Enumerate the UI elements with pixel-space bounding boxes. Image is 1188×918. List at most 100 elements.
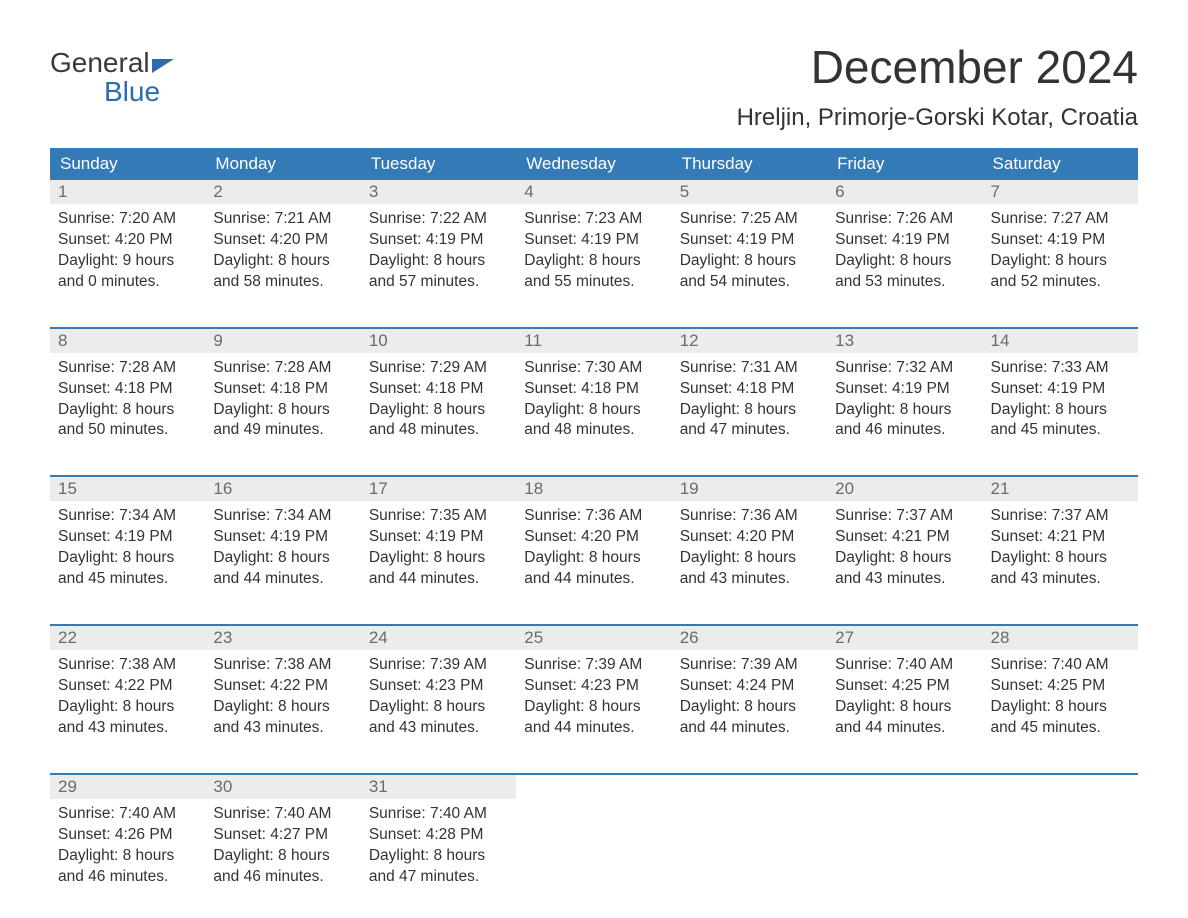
day-header-cell: Sunday: [50, 148, 205, 180]
calendar-cell: 22Sunrise: 7:38 AMSunset: 4:22 PMDayligh…: [50, 626, 205, 753]
dl1-line: Daylight: 9 hours: [58, 251, 197, 272]
cell-body: Sunrise: 7:38 AMSunset: 4:22 PMDaylight:…: [205, 650, 360, 739]
dl2-line: and 47 minutes.: [680, 420, 819, 441]
dl2-line: and 43 minutes.: [680, 569, 819, 590]
week-row: 29Sunrise: 7:40 AMSunset: 4:26 PMDayligh…: [50, 773, 1138, 902]
week-row: 8Sunrise: 7:28 AMSunset: 4:18 PMDaylight…: [50, 327, 1138, 456]
dl2-line: and 44 minutes.: [680, 718, 819, 739]
sunset-line: Sunset: 4:28 PM: [369, 825, 508, 846]
calendar-cell: 13Sunrise: 7:32 AMSunset: 4:19 PMDayligh…: [827, 329, 982, 456]
dl1-line: Daylight: 8 hours: [524, 697, 663, 718]
calendar-cell: 9Sunrise: 7:28 AMSunset: 4:18 PMDaylight…: [205, 329, 360, 456]
sunset-line: Sunset: 4:20 PM: [213, 230, 352, 251]
cell-body: Sunrise: 7:23 AMSunset: 4:19 PMDaylight:…: [516, 204, 671, 293]
calendar-cell: 17Sunrise: 7:35 AMSunset: 4:19 PMDayligh…: [361, 477, 516, 604]
location-text: Hreljin, Primorje-Gorski Kotar, Croatia: [737, 104, 1138, 132]
dl2-line: and 45 minutes.: [991, 718, 1130, 739]
date-number: 12: [672, 329, 827, 353]
sunrise-line: Sunrise: 7:34 AM: [58, 506, 197, 527]
dl2-line: and 46 minutes.: [58, 867, 197, 888]
sunset-line: Sunset: 4:19 PM: [213, 527, 352, 548]
date-number: 11: [516, 329, 671, 353]
cell-body: Sunrise: 7:28 AMSunset: 4:18 PMDaylight:…: [50, 353, 205, 442]
dl2-line: and 0 minutes.: [58, 272, 197, 293]
sunrise-line: Sunrise: 7:29 AM: [369, 358, 508, 379]
sunset-line: Sunset: 4:22 PM: [58, 676, 197, 697]
cell-body: Sunrise: 7:36 AMSunset: 4:20 PMDaylight:…: [516, 501, 671, 590]
dl1-line: Daylight: 8 hours: [680, 251, 819, 272]
dl2-line: and 49 minutes.: [213, 420, 352, 441]
cell-body: Sunrise: 7:30 AMSunset: 4:18 PMDaylight:…: [516, 353, 671, 442]
dl1-line: Daylight: 8 hours: [680, 400, 819, 421]
dl2-line: and 43 minutes.: [369, 718, 508, 739]
dl2-line: and 43 minutes.: [58, 718, 197, 739]
cell-body: Sunrise: 7:28 AMSunset: 4:18 PMDaylight:…: [205, 353, 360, 442]
cell-body: Sunrise: 7:40 AMSunset: 4:28 PMDaylight:…: [361, 799, 516, 888]
dl2-line: and 44 minutes.: [213, 569, 352, 590]
day-header-cell: Saturday: [983, 148, 1138, 180]
brand-word1: General: [50, 48, 150, 77]
sunset-line: Sunset: 4:24 PM: [680, 676, 819, 697]
dl1-line: Daylight: 8 hours: [58, 697, 197, 718]
title-block: December 2024 Hreljin, Primorje-Gorski K…: [737, 40, 1138, 140]
dl2-line: and 57 minutes.: [369, 272, 508, 293]
sunrise-line: Sunrise: 7:25 AM: [680, 209, 819, 230]
calendar-cell: [983, 775, 1138, 902]
cell-body: Sunrise: 7:39 AMSunset: 4:23 PMDaylight:…: [361, 650, 516, 739]
sunset-line: Sunset: 4:26 PM: [58, 825, 197, 846]
date-number: 1: [50, 180, 205, 204]
calendar-cell: 20Sunrise: 7:37 AMSunset: 4:21 PMDayligh…: [827, 477, 982, 604]
calendar: Sunday Monday Tuesday Wednesday Thursday…: [50, 148, 1138, 901]
cell-body: Sunrise: 7:22 AMSunset: 4:19 PMDaylight:…: [361, 204, 516, 293]
dl2-line: and 44 minutes.: [835, 718, 974, 739]
day-header-cell: Thursday: [672, 148, 827, 180]
calendar-cell: 2Sunrise: 7:21 AMSunset: 4:20 PMDaylight…: [205, 180, 360, 307]
calendar-cell: 7Sunrise: 7:27 AMSunset: 4:19 PMDaylight…: [983, 180, 1138, 307]
dl1-line: Daylight: 8 hours: [680, 697, 819, 718]
sunset-line: Sunset: 4:19 PM: [680, 230, 819, 251]
calendar-cell: 14Sunrise: 7:33 AMSunset: 4:19 PMDayligh…: [983, 329, 1138, 456]
dl1-line: Daylight: 8 hours: [58, 548, 197, 569]
date-number: 24: [361, 626, 516, 650]
cell-body: Sunrise: 7:33 AMSunset: 4:19 PMDaylight:…: [983, 353, 1138, 442]
dl2-line: and 44 minutes.: [524, 718, 663, 739]
sunset-line: Sunset: 4:20 PM: [58, 230, 197, 251]
sunrise-line: Sunrise: 7:40 AM: [835, 655, 974, 676]
cell-body: Sunrise: 7:20 AMSunset: 4:20 PMDaylight:…: [50, 204, 205, 293]
sunrise-line: Sunrise: 7:28 AM: [213, 358, 352, 379]
date-number: 28: [983, 626, 1138, 650]
sunrise-line: Sunrise: 7:23 AM: [524, 209, 663, 230]
calendar-cell: 31Sunrise: 7:40 AMSunset: 4:28 PMDayligh…: [361, 775, 516, 902]
sunrise-line: Sunrise: 7:40 AM: [369, 804, 508, 825]
dl2-line: and 44 minutes.: [524, 569, 663, 590]
day-header-cell: Tuesday: [361, 148, 516, 180]
sunrise-line: Sunrise: 7:32 AM: [835, 358, 974, 379]
dl1-line: Daylight: 8 hours: [524, 400, 663, 421]
sunset-line: Sunset: 4:23 PM: [524, 676, 663, 697]
sunset-line: Sunset: 4:18 PM: [58, 379, 197, 400]
date-number: 13: [827, 329, 982, 353]
calendar-cell: 26Sunrise: 7:39 AMSunset: 4:24 PMDayligh…: [672, 626, 827, 753]
date-number: 23: [205, 626, 360, 650]
sunset-line: Sunset: 4:25 PM: [991, 676, 1130, 697]
cell-body: Sunrise: 7:40 AMSunset: 4:26 PMDaylight:…: [50, 799, 205, 888]
dl1-line: Daylight: 8 hours: [213, 548, 352, 569]
sunrise-line: Sunrise: 7:39 AM: [680, 655, 819, 676]
sunset-line: Sunset: 4:19 PM: [524, 230, 663, 251]
dl1-line: Daylight: 8 hours: [369, 697, 508, 718]
calendar-cell: 29Sunrise: 7:40 AMSunset: 4:26 PMDayligh…: [50, 775, 205, 902]
week-row: 22Sunrise: 7:38 AMSunset: 4:22 PMDayligh…: [50, 624, 1138, 753]
day-header-cell: Wednesday: [516, 148, 671, 180]
cell-body: Sunrise: 7:31 AMSunset: 4:18 PMDaylight:…: [672, 353, 827, 442]
sunrise-line: Sunrise: 7:40 AM: [991, 655, 1130, 676]
sunrise-line: Sunrise: 7:20 AM: [58, 209, 197, 230]
cell-body: Sunrise: 7:34 AMSunset: 4:19 PMDaylight:…: [50, 501, 205, 590]
dl1-line: Daylight: 8 hours: [991, 697, 1130, 718]
cell-body: Sunrise: 7:25 AMSunset: 4:19 PMDaylight:…: [672, 204, 827, 293]
dl2-line: and 43 minutes.: [991, 569, 1130, 590]
sunset-line: Sunset: 4:19 PM: [369, 230, 508, 251]
weeks-container: 1Sunrise: 7:20 AMSunset: 4:20 PMDaylight…: [50, 180, 1138, 901]
sunrise-line: Sunrise: 7:34 AM: [213, 506, 352, 527]
dl2-line: and 46 minutes.: [835, 420, 974, 441]
cell-body: Sunrise: 7:39 AMSunset: 4:23 PMDaylight:…: [516, 650, 671, 739]
